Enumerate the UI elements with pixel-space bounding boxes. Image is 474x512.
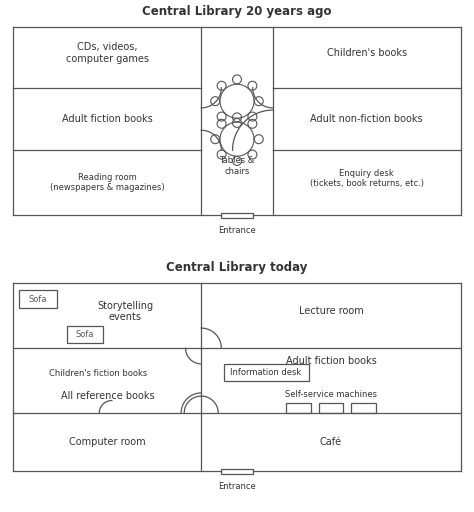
Text: Adult fiction books: Adult fiction books (62, 114, 153, 124)
Bar (221, 212, 253, 218)
Text: All reference books: All reference books (61, 391, 154, 401)
Text: Tables &
chairs: Tables & chairs (219, 156, 255, 176)
Text: Sofa: Sofa (28, 294, 47, 304)
Text: Central Library 20 years ago: Central Library 20 years ago (142, 5, 332, 18)
Bar (286, 403, 310, 413)
Bar (67, 326, 103, 343)
Bar (224, 364, 309, 380)
Text: Adult fiction books: Adult fiction books (285, 355, 376, 366)
Text: Lecture room: Lecture room (299, 306, 363, 316)
Bar (319, 403, 343, 413)
Text: Entrance: Entrance (218, 226, 256, 236)
Text: Storytelling
events: Storytelling events (97, 301, 153, 322)
Text: Children's fiction books: Children's fiction books (49, 370, 147, 378)
Bar (351, 403, 376, 413)
Text: Central Library today: Central Library today (166, 261, 308, 274)
Text: Self-service machines: Self-service machines (285, 390, 377, 398)
Text: Café: Café (320, 437, 342, 447)
Text: Reading room
(newspapers & magazines): Reading room (newspapers & magazines) (50, 173, 164, 193)
Text: Adult non-fiction books: Adult non-fiction books (310, 114, 423, 124)
Text: CDs, videos,
computer games: CDs, videos, computer games (66, 42, 149, 64)
Text: Sofa: Sofa (76, 330, 94, 339)
Text: Enquiry desk
(tickets, book returns, etc.): Enquiry desk (tickets, book returns, etc… (310, 168, 424, 188)
Bar (221, 468, 253, 474)
Text: Children's books: Children's books (327, 48, 407, 58)
Text: Information desk: Information desk (230, 368, 301, 377)
Bar (19, 290, 57, 308)
Text: Entrance: Entrance (218, 482, 256, 492)
Text: Computer room: Computer room (69, 437, 146, 447)
